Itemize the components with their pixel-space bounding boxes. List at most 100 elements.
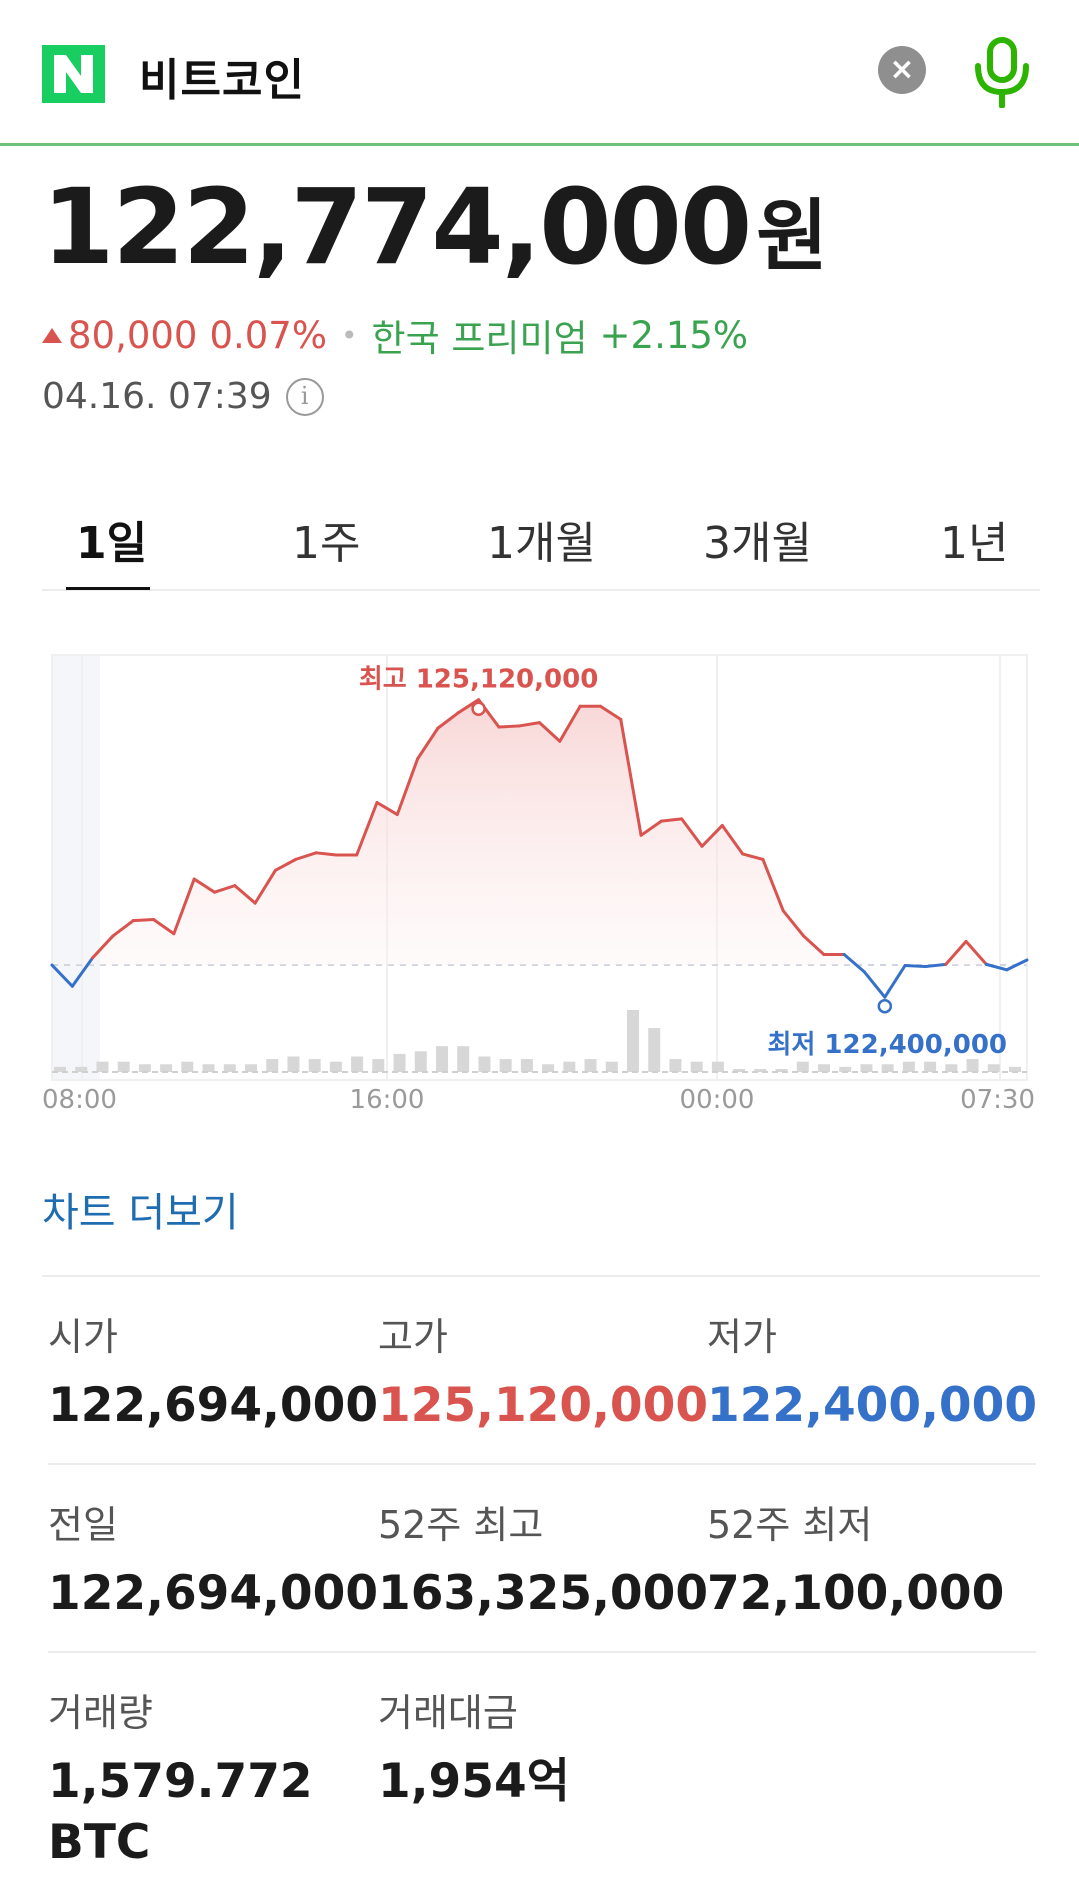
stat-high: 고가 125,120,000 xyxy=(378,1306,708,1436)
price-line-segment xyxy=(802,934,826,957)
x-tick-label: 08:00 xyxy=(42,1085,117,1115)
volume-bar xyxy=(54,1066,66,1072)
volume-bar xyxy=(902,1061,915,1072)
price-line-segment xyxy=(294,851,318,861)
stat-label: 거래대금 xyxy=(378,1691,518,1735)
volume-bar xyxy=(393,1053,406,1072)
period-tabs: 1일 1주 1개월 3개월 1년 xyxy=(42,495,1040,591)
price-line-segment xyxy=(375,801,399,817)
price-line-segment xyxy=(314,851,338,857)
stat-open: 시가 122,694,000 xyxy=(48,1306,378,1436)
price-line-segment xyxy=(253,868,277,905)
price-line-segment xyxy=(192,877,216,894)
tab-1week[interactable]: 1주 xyxy=(292,518,361,569)
volume-bar xyxy=(924,1061,937,1072)
volume-bar xyxy=(436,1046,448,1072)
stat-value: 72,100,000 xyxy=(707,1566,1005,1621)
price-line-segment xyxy=(213,884,237,894)
price-chart[interactable]: 최고 125,120,000 최저 122,400,000 08:00 16:00 00… xyxy=(42,640,1040,1120)
stat-label: 저가 xyxy=(707,1315,777,1359)
low-label: 최저 122,400,000 xyxy=(768,1030,1007,1060)
stat-value: 1,579.772 BTC xyxy=(48,1751,313,1873)
timestamp-row: 04.16. 07:39 i xyxy=(42,376,324,417)
microphone-icon[interactable] xyxy=(972,36,1032,108)
price-line-segment xyxy=(497,724,521,729)
stat-value: 1,954억 xyxy=(378,1754,570,1809)
price-line-segment xyxy=(1005,958,1029,972)
volume-bar xyxy=(1009,1066,1021,1072)
volume-value: 1,579.772 xyxy=(48,1754,313,1809)
search-header: 비트코인 × xyxy=(0,0,1079,146)
price-line-segment xyxy=(720,823,745,856)
price-line-segment xyxy=(598,704,623,721)
stat-label: 전일 xyxy=(48,1503,118,1547)
volume-bar xyxy=(96,1061,109,1072)
volume-bar xyxy=(266,1059,279,1072)
stat-value: 122,400,000 xyxy=(707,1378,1038,1433)
volume-bar xyxy=(987,1064,1000,1072)
active-tab-indicator xyxy=(66,587,150,590)
stat-value: 125,120,000 xyxy=(378,1378,709,1433)
volume-bar xyxy=(605,1061,618,1072)
timestamp: 04.16. 07:39 xyxy=(42,376,272,417)
search-query[interactable]: 비트코인 xyxy=(139,55,305,106)
volume-bar xyxy=(733,1069,746,1072)
stat-prev-close: 전일 122,694,000 xyxy=(48,1494,378,1624)
naver-logo-icon[interactable] xyxy=(42,45,105,103)
x-tick-label: 16:00 xyxy=(350,1085,425,1115)
low-marker xyxy=(877,998,893,1014)
volume-bar xyxy=(648,1028,661,1072)
stat-label: 52주 최고 xyxy=(378,1503,544,1547)
volume-bar xyxy=(223,1064,236,1072)
more-chart-link[interactable]: 차트 더보기 xyxy=(42,1190,239,1236)
stat-52w-high: 52주 최고 163,325,000 xyxy=(378,1494,708,1624)
price-line-segment xyxy=(558,704,582,743)
volume-bar xyxy=(818,1064,830,1072)
price-line-segment xyxy=(903,963,927,969)
volume-bar xyxy=(351,1056,364,1072)
price-line-segment xyxy=(944,939,968,966)
volume-bar xyxy=(860,1064,873,1072)
info-icon[interactable]: i xyxy=(285,377,324,416)
stat-label: 고가 xyxy=(378,1315,448,1359)
tab-3month[interactable]: 3개월 xyxy=(703,518,812,569)
stat-label: 거래량 xyxy=(48,1691,153,1735)
volume-bar xyxy=(372,1059,385,1072)
price-line-segment xyxy=(781,909,806,938)
volume-bar xyxy=(308,1059,321,1072)
price-line-segment xyxy=(273,857,298,872)
stat-label: 시가 xyxy=(48,1315,118,1359)
price-line-segment xyxy=(131,918,156,923)
change-amount: 80,000 xyxy=(68,313,198,357)
volume-bar xyxy=(711,1061,724,1072)
volume-bar xyxy=(690,1061,703,1072)
stat-volume: 거래량 1,579.772 BTC xyxy=(48,1682,313,1873)
high-marker xyxy=(471,701,486,716)
volume-bar xyxy=(329,1061,342,1072)
price-line-segment xyxy=(517,721,541,728)
separator-dot: • xyxy=(341,318,358,352)
volume-bar xyxy=(202,1064,215,1072)
stat-value: 122,694,000 xyxy=(48,1566,379,1621)
stat-low: 저가 122,400,000 xyxy=(707,1306,1037,1436)
x-tick-label: 00:00 xyxy=(680,1085,755,1115)
volume-bar xyxy=(584,1059,597,1072)
tab-1day[interactable]: 1일 xyxy=(76,518,148,569)
volume-bar xyxy=(457,1046,470,1072)
volume-bar xyxy=(478,1056,491,1072)
divider xyxy=(48,1463,1036,1465)
volume-bar xyxy=(160,1064,173,1072)
price-line-segment xyxy=(91,934,115,960)
tab-1month[interactable]: 1개월 xyxy=(487,518,596,569)
volume-bar xyxy=(754,1069,767,1072)
volume-bar xyxy=(542,1064,555,1072)
tab-1year[interactable]: 1년 xyxy=(940,518,1009,569)
price-line-segment xyxy=(883,963,907,999)
change-percent: 0.07% xyxy=(209,313,328,357)
clear-icon[interactable]: × xyxy=(878,46,926,94)
volume-bar xyxy=(839,1066,852,1072)
price-line-segment xyxy=(923,962,948,969)
price-line-segment xyxy=(436,711,460,730)
volume-unit: BTC xyxy=(48,1815,151,1871)
volume-bar xyxy=(499,1059,512,1072)
